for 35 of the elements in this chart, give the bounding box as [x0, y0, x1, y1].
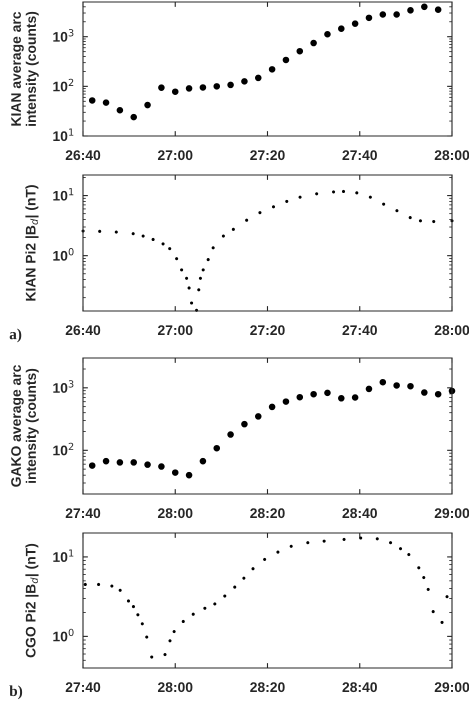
y-axis-title: CGO Pi2 |B$_{d}$| (nT) [25, 544, 39, 658]
y-tick-label: 10$^{3}$ [53, 29, 74, 42]
x-tick-label: 28:20 [250, 508, 285, 518]
y-tick-label: 10$^{0}$ [53, 628, 74, 642]
x-tick-label: 26:40 [66, 325, 100, 336]
x-tick-label: 27:20 [250, 150, 285, 160]
y-tick-label: 10$^{2}$ [53, 78, 74, 92]
x-tick-label: 27:40 [66, 508, 100, 518]
y-axis-title: KIAN Pi2 |B$_{d}$| (nT) [25, 185, 39, 301]
x-tick-label: 28:20 [250, 682, 285, 692]
x-tick-label: 28:00 [434, 150, 469, 160]
x-tick-label: 27:40 [342, 150, 377, 160]
x-tick-label: 28:40 [342, 682, 377, 692]
x-tick-label: 27:40 [66, 682, 100, 692]
x-tick-label: 28:00 [434, 325, 469, 336]
y-tick-label: 10$^{3}$ [53, 380, 74, 393]
x-tick-label: 27:00 [158, 150, 192, 160]
x-tick-label: 28:00 [158, 682, 192, 692]
y-axis-title: GAKO average arc intensity (counts) [11, 365, 39, 487]
y-tick-label: 10$^{1}$ [53, 128, 74, 142]
y-axis-title: KIAN average arc intensity (counts) [11, 12, 39, 126]
x-tick-label: 29:00 [434, 508, 469, 518]
x-tick-label: 28:00 [158, 508, 192, 518]
x-tick-label: 29:00 [434, 682, 469, 692]
x-tick-label: 27:00 [158, 325, 192, 336]
text: a) [10, 328, 22, 342]
y-tick-label: 10$^{1}$ [53, 188, 74, 201]
y-tick-label: 10$^{0}$ [53, 248, 74, 261]
x-tick-label: 28:40 [342, 508, 377, 518]
y-tick-label: 10$^{2}$ [53, 442, 74, 456]
x-tick-label: 26:40 [66, 150, 100, 160]
text: b) [9, 685, 22, 700]
x-tick-label: 27:40 [342, 325, 377, 336]
x-tick-label: 27:20 [250, 325, 285, 336]
y-tick-label: 10$^{1}$ [53, 549, 74, 562]
